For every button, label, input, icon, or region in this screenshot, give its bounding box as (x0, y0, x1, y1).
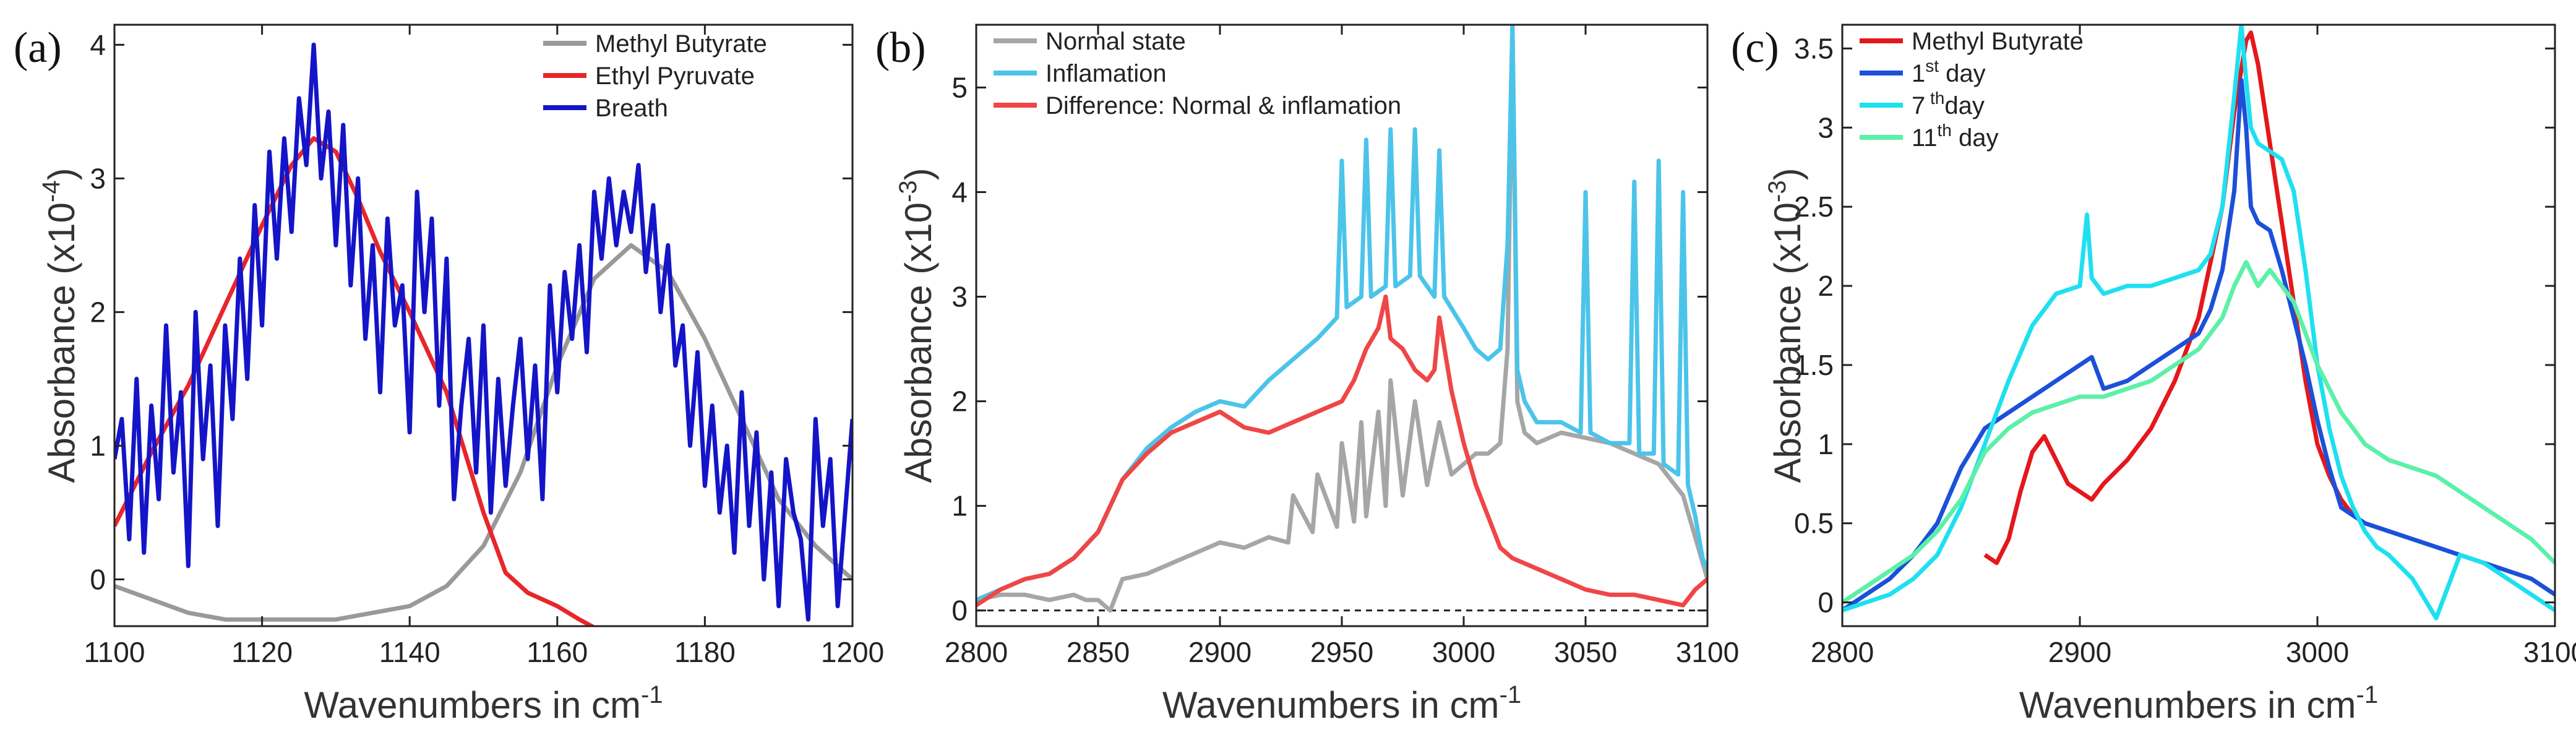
x-tick-label: 2850 (1067, 636, 1130, 668)
panel-letter: (a) (14, 24, 62, 72)
series-line-methyl-butyrate (114, 243, 852, 622)
x-tick-label: 1100 (84, 636, 145, 668)
x-tick-label: 2900 (2048, 636, 2111, 668)
panel-a: 1100 1120 1140 1160 1180 1200 0 1 2 3 4 Wavenumbers… (14, 24, 884, 726)
x-tick-label: 3100 (1676, 636, 1739, 668)
y-tick-label: 4 (951, 176, 968, 208)
panel-letter: (b) (875, 24, 926, 72)
axes-frame (1841, 24, 2556, 627)
y-tick-label: 3 (90, 162, 106, 194)
y-tick-label: 2 (1818, 270, 1834, 302)
x-axis-label: Wavenumbers in cm-1 (2019, 681, 2378, 726)
legend-entry: Normal state (1045, 28, 1186, 55)
y-tick-label: 3.5 (1794, 32, 1834, 64)
x-tick-label: 2800 (945, 636, 1008, 668)
x-tick-label: 1160 (526, 636, 588, 668)
y-tick-label: 0 (951, 595, 968, 627)
legend-entry: Inflamation (1045, 60, 1167, 87)
y-tick-label: 5 (951, 71, 968, 103)
series-line-inflamation (976, 25, 1707, 602)
legend-entry: 7 thday (1912, 88, 1985, 119)
x-tick-label: 3000 (2286, 636, 2349, 668)
series-line-ethyl-pyruvate (114, 136, 596, 626)
panel-c: 2800 2900 3000 3100 0 0.5 1 1.5 2 2.5 3 3.5 Wavenumb… (1731, 24, 2576, 726)
y-tick-label: 1 (1818, 428, 1834, 460)
y-tick-label: 0 (90, 563, 106, 595)
axes-frame (113, 24, 854, 627)
y-tick-label: 2.5 (1794, 191, 1834, 223)
y-tick-label: 2 (951, 385, 968, 418)
x-tick-label: 3050 (1554, 636, 1617, 668)
panel-letter: (c) (1731, 24, 1779, 72)
series-line-1st-day (1842, 78, 2555, 613)
legend-entry: Methyl Butyrate (1912, 28, 2084, 55)
legend-entry: 11th day (1912, 121, 1999, 152)
y-tick-label: 4 (90, 28, 106, 61)
series-line-7th-day (1842, 25, 2555, 621)
y-tick-label: 3 (1818, 111, 1834, 144)
y-tick-label: 0 (1818, 587, 1834, 619)
y-tick-label: 1.5 (1794, 349, 1834, 381)
y-tick-label: 1 (90, 429, 106, 462)
plot-area (1842, 25, 2555, 626)
x-axis-label: Wavenumbers in cm-1 (304, 681, 663, 726)
x-tick-label: 2950 (1310, 636, 1373, 668)
x-tick-label: 3000 (1432, 636, 1495, 668)
legend: Methyl Butyrate Ethyl Pyruvate Breath (543, 30, 767, 122)
legend: Normal state Inflamation Difference: Norma… (994, 28, 1401, 119)
y-tick-label: 0.5 (1794, 507, 1834, 540)
legend-entry: Breath (595, 95, 668, 122)
legend-entry: Methyl Butyrate (595, 30, 767, 58)
series-line-normal-state (976, 25, 1707, 613)
y-tick-label: 1 (951, 490, 968, 522)
series-line-breath (114, 42, 852, 622)
panel-b: 2800 2850 2900 2950 3000 3050 3100 0 1 2 3 4 5 Wavenu… (875, 24, 1739, 726)
x-tick-label: 3100 (2523, 636, 2576, 668)
y-axis-label: Absorbance (x10-3) (1764, 168, 1808, 483)
x-tick-label: 1120 (231, 636, 293, 668)
legend-entry: Ethyl Pyruvate (595, 62, 755, 90)
legend-entry: Difference: Normal & inflamation (1045, 92, 1401, 119)
y-tick-label: 2 (90, 296, 106, 328)
x-tick-label: 1200 (821, 636, 884, 668)
x-tick-label: 2800 (1811, 636, 1874, 668)
plot-area (976, 25, 1707, 626)
series-line-methyl-butyrate (1983, 30, 2366, 566)
x-axis-label: Wavenumbers in cm-1 (1162, 681, 1521, 726)
x-tick-label: 2900 (1188, 636, 1252, 668)
series-line-difference-normal-inflamation (976, 295, 1707, 608)
legend-entry: 1st day (1912, 56, 1986, 87)
y-axis-label: Absorbance (x10-3) (895, 168, 939, 483)
y-axis-label: Absorbance (x10-4) (38, 168, 82, 483)
series-line-11th-day (1842, 260, 2555, 604)
x-tick-label: 1180 (674, 636, 736, 668)
x-tick-label: 1140 (379, 636, 440, 668)
y-tick-label: 3 (951, 281, 968, 313)
